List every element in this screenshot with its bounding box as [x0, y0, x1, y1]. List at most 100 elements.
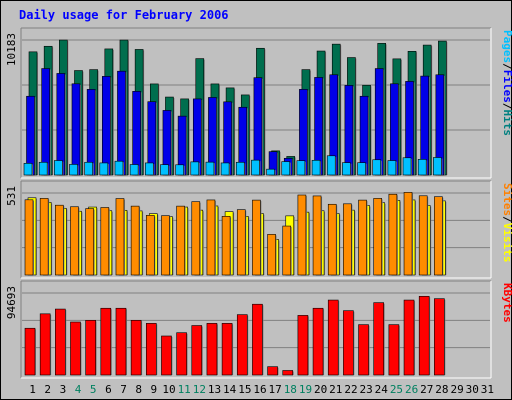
bar-files-day-24 — [374, 68, 384, 176]
bar-pages-day-27 — [417, 159, 427, 176]
bar-pages-day-3 — [54, 160, 63, 176]
day-label-4: 4 — [75, 383, 82, 396]
bar-pages-day-14 — [220, 162, 230, 176]
bar-kbytes-day-23 — [358, 324, 369, 376]
day-label-21: 21 — [329, 383, 342, 396]
series-kbytes — [24, 295, 446, 376]
bar-sites-day-12 — [191, 201, 201, 276]
panel-kbytes: 94693 KBytes — [5, 280, 512, 379]
bar-files-day-4 — [71, 83, 81, 176]
day-label-19: 19 — [299, 383, 312, 396]
bar-sites-day-3 — [55, 204, 64, 276]
bar-pages-day-5 — [84, 161, 93, 176]
day-label-28: 28 — [435, 383, 448, 396]
day-label-22: 22 — [344, 383, 357, 396]
panel-visits-legend: Sites/Visits — [501, 183, 512, 263]
day-label-1: 1 — [29, 383, 36, 396]
day-label-25: 25 — [390, 383, 403, 396]
bar-pages-day-22 — [342, 162, 351, 176]
bar-kbytes-day-6 — [100, 307, 112, 376]
bar-pages-day-11 — [175, 164, 184, 176]
bar-pages-day-21 — [326, 155, 336, 176]
bar-kbytes-day-10 — [161, 335, 172, 376]
bar-sites-day-8 — [130, 205, 140, 276]
bar-kbytes-day-1 — [24, 327, 36, 376]
legend-visits: Visits — [501, 223, 512, 263]
day-label-17: 17 — [269, 383, 282, 396]
bar-pages-day-19 — [296, 160, 306, 176]
bar-sites-day-2 — [39, 198, 49, 276]
bar-pages-day-1 — [23, 163, 33, 176]
bar-sites-day-1 — [24, 199, 34, 276]
legend-files: Files — [501, 70, 512, 103]
legend-slash: / — [501, 103, 512, 110]
bar-sites-day-24 — [373, 198, 383, 276]
bar-pages-day-16 — [251, 159, 260, 176]
panel-visits-max-label: 531 — [5, 186, 18, 206]
day-label-23: 23 — [360, 383, 373, 396]
bar-kbytes-day-21 — [327, 299, 339, 376]
bar-files-day-8 — [132, 91, 141, 176]
bar-kbytes-day-20 — [312, 307, 324, 376]
bar-files-day-6 — [102, 76, 111, 176]
series-sites — [24, 192, 444, 276]
day-label-13: 13 — [208, 383, 221, 396]
bar-kbytes-day-3 — [55, 308, 66, 376]
bar-kbytes-day-13 — [206, 323, 218, 376]
panel-visits: 531 Sites/Visits — [5, 180, 512, 279]
bar-sites-day-15 — [236, 209, 246, 276]
bar-sites-day-10 — [161, 215, 170, 276]
bar-sites-day-28 — [434, 196, 443, 276]
bar-kbytes-day-14 — [221, 323, 233, 376]
day-label-9: 9 — [151, 383, 158, 396]
bar-kbytes-day-2 — [39, 313, 51, 376]
bar-pages-day-4 — [69, 164, 78, 176]
bar-kbytes-day-28 — [434, 298, 445, 376]
bar-sites-day-7 — [115, 198, 125, 276]
bar-sites-day-5 — [85, 208, 94, 276]
bar-pages-day-13 — [205, 161, 215, 176]
day-label-10: 10 — [162, 383, 175, 396]
bar-kbytes-day-11 — [176, 332, 187, 376]
bar-pages-day-26 — [402, 157, 412, 176]
bar-pages-day-9 — [144, 162, 154, 176]
bar-sites-day-25 — [388, 193, 398, 276]
bar-kbytes-day-8 — [130, 319, 142, 376]
day-label-12: 12 — [193, 383, 206, 396]
bar-kbytes-day-7 — [115, 307, 127, 376]
bar-sites-day-13 — [206, 199, 216, 276]
bar-sites-day-26 — [403, 192, 413, 276]
bar-sites-day-9 — [145, 215, 155, 276]
day-label-26: 26 — [405, 383, 418, 396]
bar-pages-day-10 — [160, 164, 169, 176]
bar-files-day-3 — [56, 73, 66, 176]
bar-pages-day-2 — [38, 161, 48, 176]
day-label-20: 20 — [314, 383, 327, 396]
bar-pages-day-7 — [114, 160, 124, 176]
bar-kbytes-day-5 — [85, 319, 96, 376]
legend-pages: Pages — [501, 30, 512, 63]
bar-pages-day-24 — [372, 159, 382, 176]
bar-pages-day-12 — [190, 161, 200, 176]
series-pages — [23, 155, 443, 176]
bar-sites-day-14 — [221, 216, 231, 276]
bar-files-day-7 — [117, 70, 126, 176]
day-label-16: 16 — [253, 383, 266, 396]
bar-kbytes-day-24 — [373, 302, 385, 376]
day-label-6: 6 — [105, 383, 112, 396]
legend-slash: / — [501, 63, 512, 70]
day-label-3: 3 — [60, 383, 67, 396]
bar-kbytes-day-16 — [252, 303, 263, 376]
day-label-30: 30 — [466, 383, 479, 396]
day-label-14: 14 — [223, 383, 237, 396]
bar-kbytes-day-17 — [267, 366, 278, 376]
bar-sites-day-18 — [282, 225, 292, 276]
legend-kbytes: KBytes — [501, 283, 512, 323]
bar-sites-day-22 — [343, 203, 352, 276]
panel-kbytes-max-label: 94693 — [5, 286, 18, 319]
bar-files-day-22 — [344, 85, 354, 176]
bar-pages-day-17 — [266, 168, 275, 176]
bar-sites-day-16 — [252, 199, 261, 276]
